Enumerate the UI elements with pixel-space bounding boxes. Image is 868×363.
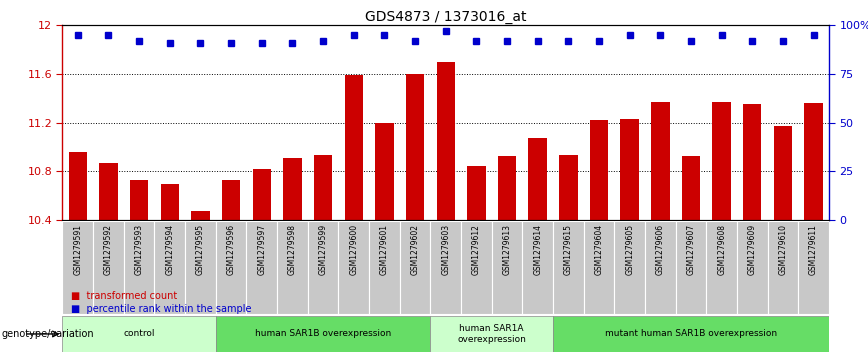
Text: GSM1279605: GSM1279605	[625, 224, 635, 275]
Bar	[461, 221, 491, 314]
Text: GSM1279612: GSM1279612	[472, 224, 481, 275]
Bar	[799, 221, 829, 314]
Text: GSM1279595: GSM1279595	[196, 224, 205, 275]
Bar	[737, 221, 767, 314]
Bar	[437, 62, 455, 220]
Text: GSM1279596: GSM1279596	[227, 224, 235, 275]
Bar	[216, 221, 247, 314]
Bar	[467, 166, 485, 220]
Bar	[93, 221, 124, 314]
Text: GSM1279593: GSM1279593	[135, 224, 143, 275]
Bar	[99, 163, 118, 220]
Bar	[805, 103, 823, 220]
Bar	[161, 184, 179, 220]
Text: GSM1279592: GSM1279592	[104, 224, 113, 275]
Text: GSM1279609: GSM1279609	[748, 224, 757, 275]
Text: GSM1279597: GSM1279597	[257, 224, 266, 275]
Bar	[375, 123, 393, 220]
Text: GSM1279604: GSM1279604	[595, 224, 603, 275]
Bar	[283, 158, 301, 220]
Text: mutant human SAR1B overexpression: mutant human SAR1B overexpression	[605, 330, 777, 338]
Bar	[559, 155, 577, 220]
Bar	[345, 75, 363, 220]
Bar	[247, 221, 277, 314]
Bar	[615, 221, 645, 314]
Bar	[308, 221, 339, 314]
Bar	[529, 138, 547, 220]
Bar	[681, 156, 700, 220]
Text: GSM1279601: GSM1279601	[380, 224, 389, 275]
Bar	[651, 102, 669, 220]
Bar	[62, 221, 93, 314]
Bar	[185, 221, 216, 314]
Bar	[491, 221, 523, 314]
Text: GSM1279602: GSM1279602	[411, 224, 419, 275]
Bar	[590, 120, 608, 220]
Bar	[553, 316, 829, 352]
Text: control: control	[123, 330, 155, 338]
Bar	[216, 316, 431, 352]
Text: GSM1279603: GSM1279603	[441, 224, 450, 275]
Bar	[583, 221, 615, 314]
Bar	[645, 221, 675, 314]
Text: GSM1279608: GSM1279608	[717, 224, 727, 275]
Bar	[277, 221, 308, 314]
Text: GSM1279606: GSM1279606	[656, 224, 665, 275]
Bar	[523, 221, 553, 314]
Bar	[62, 316, 216, 352]
Bar	[369, 221, 400, 314]
Bar	[406, 74, 424, 220]
Bar	[675, 221, 707, 314]
Bar	[707, 221, 737, 314]
Text: GSM1279610: GSM1279610	[779, 224, 787, 275]
Bar	[773, 126, 792, 220]
Text: GSM1279591: GSM1279591	[73, 224, 82, 275]
Text: GSM1279600: GSM1279600	[349, 224, 358, 275]
Bar	[621, 119, 639, 220]
Bar	[69, 152, 87, 220]
Bar	[743, 104, 761, 220]
Bar	[553, 221, 583, 314]
Bar	[713, 102, 731, 220]
Bar	[498, 156, 516, 220]
Text: genotype/variation: genotype/variation	[2, 329, 95, 339]
Bar	[339, 221, 369, 314]
Bar	[222, 180, 240, 220]
Text: GSM1279594: GSM1279594	[165, 224, 174, 275]
Text: GSM1279607: GSM1279607	[687, 224, 695, 275]
Text: GSM1279611: GSM1279611	[809, 224, 819, 275]
Text: ■  percentile rank within the sample: ■ percentile rank within the sample	[71, 304, 252, 314]
Bar	[191, 211, 210, 220]
Text: GSM1279615: GSM1279615	[564, 224, 573, 275]
Bar	[400, 221, 431, 314]
Title: GDS4873 / 1373016_at: GDS4873 / 1373016_at	[365, 11, 527, 24]
Text: human SAR1A
overexpression: human SAR1A overexpression	[457, 324, 526, 344]
Bar	[253, 169, 271, 220]
Text: GSM1279613: GSM1279613	[503, 224, 511, 275]
Text: GSM1279614: GSM1279614	[533, 224, 542, 275]
Bar	[431, 316, 553, 352]
Text: GSM1279599: GSM1279599	[319, 224, 327, 275]
Bar	[130, 180, 148, 220]
Bar	[767, 221, 799, 314]
Text: human SAR1B overexpression: human SAR1B overexpression	[255, 330, 391, 338]
Bar	[431, 221, 461, 314]
Text: ■  transformed count: ■ transformed count	[71, 291, 177, 301]
Text: GSM1279598: GSM1279598	[288, 224, 297, 275]
Bar	[124, 221, 155, 314]
Bar	[314, 155, 332, 220]
Bar	[155, 221, 185, 314]
